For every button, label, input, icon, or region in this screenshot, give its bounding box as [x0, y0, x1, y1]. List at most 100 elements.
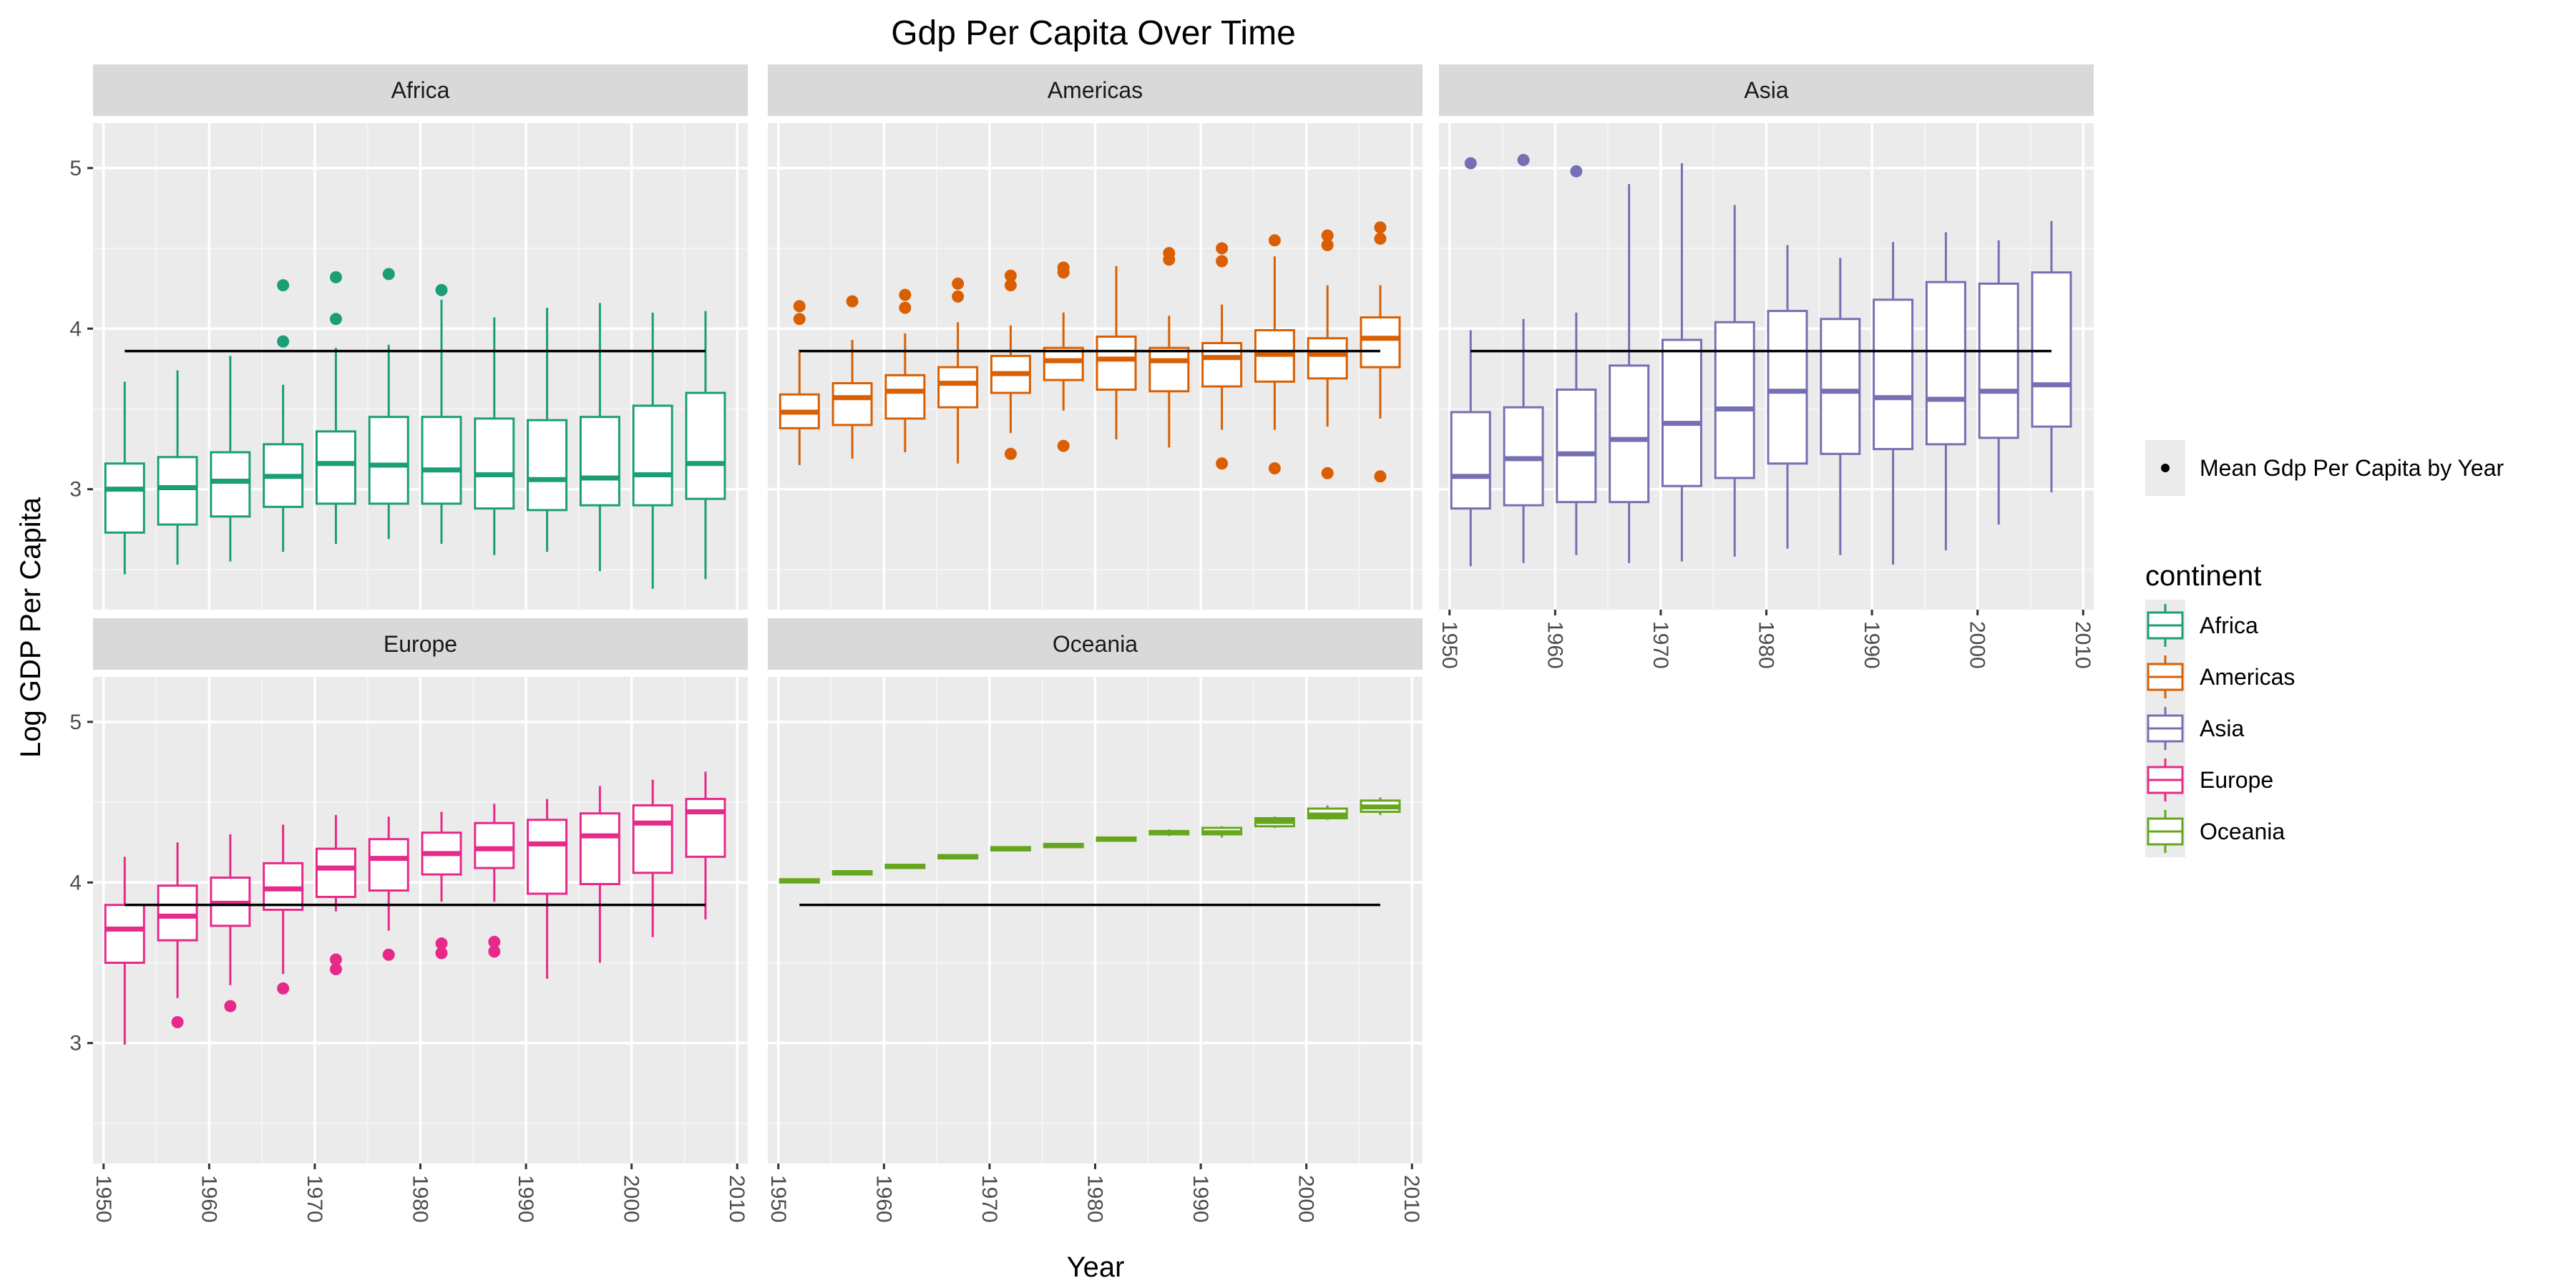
- outlier-point: [329, 953, 342, 966]
- box-iqr: [1360, 316, 1401, 369]
- x-tick-label: 2000: [620, 1175, 643, 1223]
- facet-strip: [93, 618, 748, 670]
- outlier-point: [329, 962, 342, 975]
- outlier-point: [1268, 234, 1281, 247]
- box-1967: [263, 279, 304, 552]
- box-1962: [1556, 165, 1597, 555]
- box-iqr: [157, 884, 198, 942]
- outlier-point: [1004, 447, 1017, 460]
- outlier-point: [435, 947, 448, 960]
- outlier-point: [1321, 467, 1334, 479]
- outlier-point: [846, 295, 859, 308]
- x-tick-label: 1980: [409, 1175, 432, 1223]
- box-2002: [1978, 240, 2019, 525]
- box-2002: [1307, 805, 1348, 820]
- box-iqr: [527, 419, 568, 512]
- box-2002: [1307, 229, 1348, 479]
- outlier-point: [1057, 439, 1070, 452]
- box-1992: [1873, 242, 1914, 565]
- box-1982: [421, 283, 462, 544]
- box-1957: [831, 295, 873, 459]
- x-tick-label: 1950: [766, 1175, 790, 1223]
- outlier-point: [382, 948, 395, 961]
- box-1957: [157, 370, 198, 565]
- facet-strip: [1439, 64, 2094, 116]
- outlier-point: [1268, 462, 1281, 475]
- outlier-point: [488, 945, 501, 958]
- facet-strip-label: Africa: [391, 77, 450, 103]
- legend-item-label: Oceania: [2200, 819, 2285, 844]
- box-1972: [990, 269, 1031, 460]
- x-tick-label: 2000: [1966, 621, 1989, 669]
- panel-oceania: Oceania 1950 1960 1970 1980 1990 2000 2010: [766, 618, 1423, 1223]
- outlier-point: [899, 301, 912, 314]
- box-iqr: [937, 366, 979, 409]
- box-1962: [884, 288, 926, 453]
- legend-item-africa: Africa: [2145, 600, 2258, 651]
- facet-strip: [768, 618, 1423, 670]
- box-1962: [884, 864, 926, 869]
- legend-item-label: Europe: [2200, 767, 2273, 793]
- legend-item-label: Africa: [2200, 613, 2258, 638]
- y-tick-label: 5: [69, 711, 82, 734]
- box-1972: [990, 846, 1031, 852]
- x-tick-label: 1950: [92, 1175, 115, 1223]
- outlier-point: [1004, 269, 1017, 282]
- outlier-point: [435, 283, 448, 296]
- outlier-point: [1004, 279, 1017, 292]
- box-1997: [1254, 816, 1295, 828]
- outlier-point: [329, 313, 342, 326]
- outlier-point: [277, 279, 290, 292]
- box-2007: [2031, 220, 2072, 493]
- mean-legend-dot: [2161, 464, 2170, 472]
- box-1987: [1148, 829, 1190, 836]
- box-iqr: [1820, 318, 1861, 455]
- chart-title: Gdp Per Capita Over Time: [891, 14, 1296, 52]
- outlier-point: [1374, 470, 1387, 483]
- legend-item-oceania: Oceania: [2145, 806, 2285, 857]
- box-iqr: [685, 798, 726, 858]
- box-iqr: [632, 804, 673, 874]
- box-1952: [104, 381, 145, 575]
- box-iqr: [315, 847, 356, 898]
- outlier-point: [1057, 261, 1070, 274]
- box-1997: [579, 303, 620, 572]
- outlier-point: [1374, 221, 1387, 234]
- box-1987: [474, 317, 515, 555]
- box-iqr: [421, 416, 462, 505]
- box-iqr: [1873, 298, 1914, 451]
- x-tick-label: 1990: [1189, 1175, 1212, 1223]
- x-tick-label: 2010: [725, 1175, 748, 1223]
- box-iqr: [1148, 346, 1190, 393]
- outlier-point: [277, 982, 290, 995]
- outlier-point: [1374, 233, 1387, 245]
- facet-panels: Africa 3 4 5 Americas Asia 1950 1960 1970 1980 199…: [69, 64, 2094, 1223]
- panel-americas: Americas: [768, 64, 1423, 610]
- box-1977: [1043, 842, 1084, 849]
- box-1967: [1609, 184, 1650, 563]
- box-1967: [937, 277, 979, 464]
- outlier-point: [382, 268, 395, 280]
- box-1982: [1096, 836, 1137, 842]
- outlier-point: [1321, 229, 1334, 242]
- box-iqr: [831, 382, 873, 426]
- x-tick-label: 1960: [1543, 621, 1566, 669]
- box-1972: [315, 270, 356, 544]
- outlier-point: [1517, 154, 1530, 167]
- box-1982: [1767, 245, 1808, 549]
- outlier-point: [1216, 457, 1229, 470]
- facet-strip-label: Asia: [1744, 77, 1788, 103]
- facet-strip-label: Americas: [1048, 77, 1143, 103]
- legend-item-americas: Americas: [2145, 651, 2295, 703]
- outlier-point: [952, 277, 965, 290]
- box-iqr: [368, 416, 409, 505]
- box-1987: [1148, 247, 1190, 448]
- y-tick-label: 3: [69, 1032, 82, 1055]
- x-tick-label: 1960: [872, 1175, 895, 1223]
- x-tick-label: 2010: [1400, 1175, 1423, 1223]
- legend-title: continent: [2145, 560, 2261, 592]
- box-1957: [157, 842, 198, 1029]
- outlier-point: [1464, 157, 1477, 170]
- outlier-point: [952, 290, 965, 303]
